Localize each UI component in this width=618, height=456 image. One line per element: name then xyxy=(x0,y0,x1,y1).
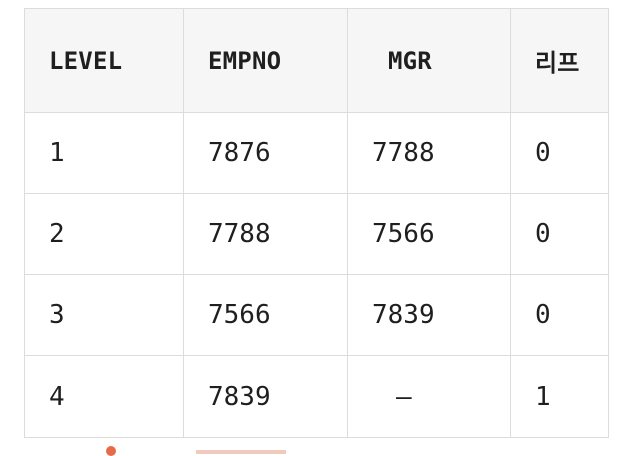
cropped-mark xyxy=(106,446,116,456)
table-row: 4 7839 – 1 xyxy=(24,355,609,438)
cell-empno: 7839 xyxy=(183,355,348,438)
cell-mgr: 7788 xyxy=(347,112,511,194)
header-level: LEVEL xyxy=(24,8,184,113)
cell-leaf: 0 xyxy=(510,274,609,356)
cropped-mark xyxy=(196,450,286,454)
cell-empno: 7788 xyxy=(183,193,348,275)
cell-leaf: 1 xyxy=(510,355,609,438)
header-mgr: MGR xyxy=(347,8,511,113)
table-row: 3 7566 7839 0 xyxy=(24,274,609,356)
cell-leaf: 0 xyxy=(510,193,609,275)
cell-leaf: 0 xyxy=(510,112,609,194)
cell-level: 3 xyxy=(24,274,184,356)
cell-empno: 7876 xyxy=(183,112,348,194)
header-row: LEVEL EMPNO MGR 리프 xyxy=(24,8,609,113)
cell-level: 1 xyxy=(24,112,184,194)
cell-mgr: – xyxy=(347,355,511,438)
cell-mgr: 7839 xyxy=(347,274,511,356)
result-table-container: LEVEL EMPNO MGR 리프 1 7876 7788 0 2 7788 … xyxy=(24,8,609,438)
table-row: 1 7876 7788 0 xyxy=(24,112,609,194)
table-body: 1 7876 7788 0 2 7788 7566 0 3 7566 7839 … xyxy=(24,112,609,438)
table-header: LEVEL EMPNO MGR 리프 xyxy=(24,8,609,113)
header-empno: EMPNO xyxy=(183,8,348,113)
cropped-bottom-fragment xyxy=(100,444,290,456)
cell-level: 2 xyxy=(24,193,184,275)
cell-level: 4 xyxy=(24,355,184,438)
cell-mgr: 7566 xyxy=(347,193,511,275)
table-row: 2 7788 7566 0 xyxy=(24,193,609,275)
cell-empno: 7566 xyxy=(183,274,348,356)
result-table: LEVEL EMPNO MGR 리프 1 7876 7788 0 2 7788 … xyxy=(24,8,609,438)
header-leaf: 리프 xyxy=(510,8,609,113)
